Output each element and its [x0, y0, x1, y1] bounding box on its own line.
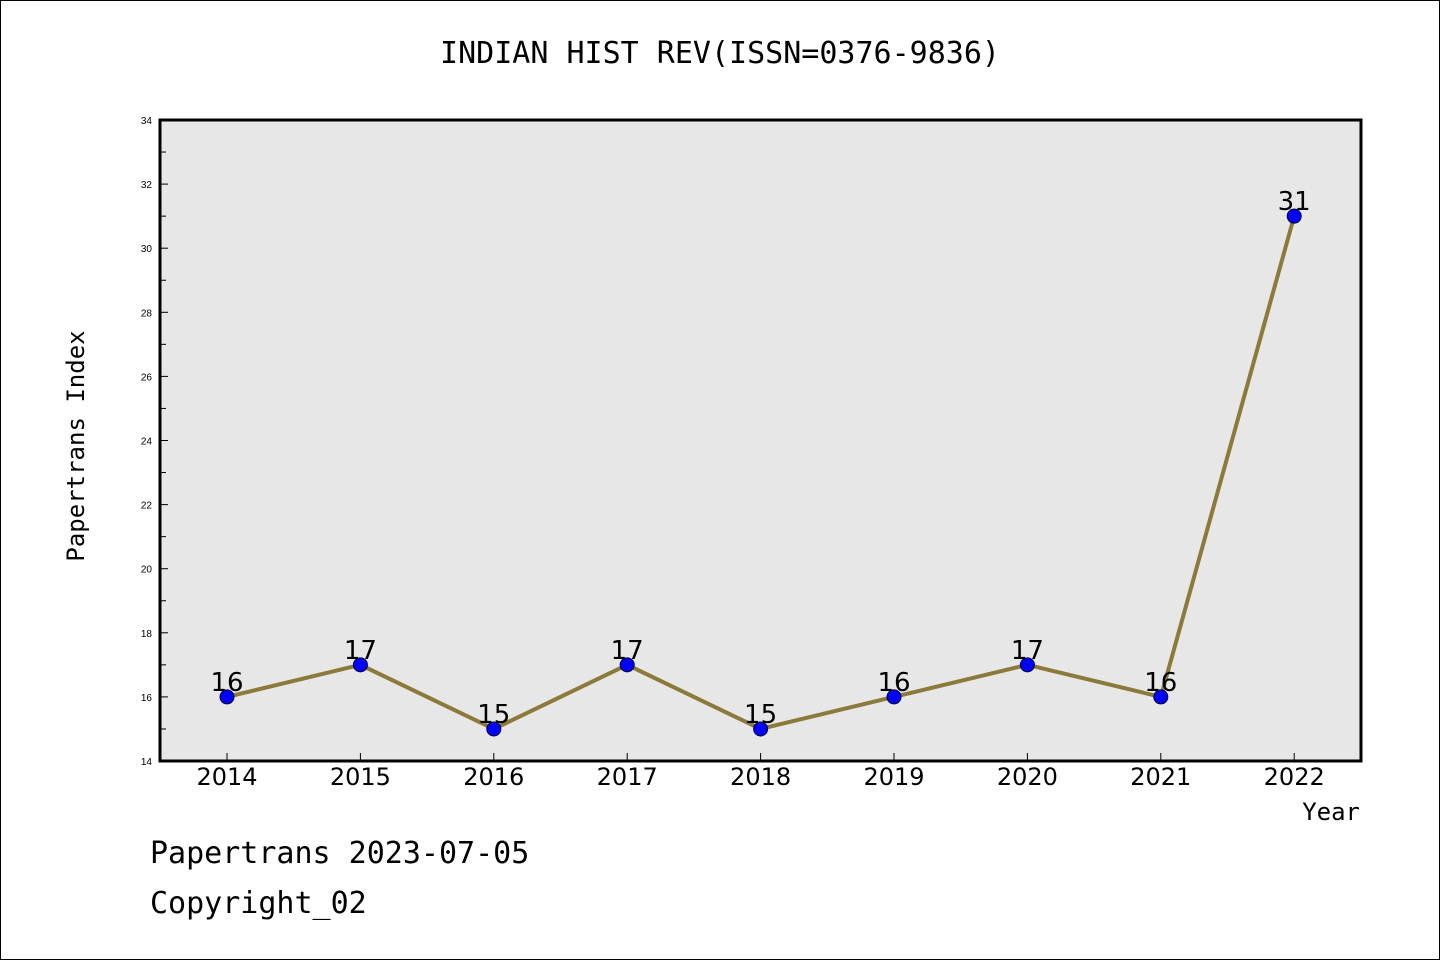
x-tick-label: 2018	[730, 763, 791, 791]
data-point	[753, 721, 769, 737]
y-tick-label: 26	[141, 372, 153, 383]
data-label: 16	[1144, 668, 1177, 698]
x-tick-label: 2016	[463, 763, 524, 791]
data-point	[1286, 208, 1302, 224]
y-axis: 14 16 18 20 22 24 26 28 30 32 34	[141, 116, 168, 768]
y-tick-label: 30	[141, 244, 153, 255]
data-point	[1019, 657, 1035, 673]
data-point	[486, 721, 502, 737]
data-label: 15	[744, 700, 777, 730]
y-tick-label: 32	[141, 180, 153, 191]
y-tick-label: 24	[141, 437, 153, 448]
data-label: 31	[1278, 187, 1311, 217]
x-tick-label: 2020	[997, 763, 1058, 791]
x-tick-label: 2019	[863, 763, 924, 791]
y-tick-label: 28	[141, 308, 153, 319]
y-tick-label: 22	[141, 501, 153, 512]
data-labels: 16 17 15 17 15 16 17 16 31	[210, 187, 1310, 730]
plot-area	[158, 118, 1363, 763]
data-label: 16	[877, 668, 910, 698]
data-label: 16	[210, 668, 243, 698]
y-tick-label: 34	[141, 116, 153, 127]
x-axis: 2014 2015 2016 2017 2018 2019 2020 2021 2022	[196, 753, 1325, 791]
y-axis-title: Papertrans Index	[62, 330, 90, 561]
data-point	[619, 657, 635, 673]
footer-date: Papertrans 2023-07-05	[150, 836, 530, 871]
y-tick-label: 14	[141, 757, 153, 768]
data-label: 17	[344, 636, 377, 666]
data-point	[352, 657, 368, 673]
data-label: 15	[477, 700, 510, 730]
footer-copyright: Copyright_02	[150, 886, 367, 921]
x-tick-label: 2021	[1130, 763, 1191, 791]
data-point	[1153, 689, 1169, 705]
x-tick-label: 2022	[1264, 763, 1325, 791]
x-tick-label: 2014	[196, 763, 257, 791]
data-point	[219, 689, 235, 705]
chart-title: INDIAN HIST REV(ISSN=0376-9836)	[440, 36, 1000, 71]
x-tick-label: 2017	[597, 763, 658, 791]
series-layer	[219, 208, 1302, 737]
data-point	[886, 689, 902, 705]
x-tick-label: 2015	[330, 763, 391, 791]
x-axis-title: Year	[1302, 798, 1360, 826]
y-tick-label: 18	[141, 629, 153, 640]
y-tick-label: 20	[141, 565, 153, 576]
data-label: 17	[611, 636, 644, 666]
y-tick-label: 16	[141, 693, 153, 704]
data-label: 17	[1011, 636, 1044, 666]
